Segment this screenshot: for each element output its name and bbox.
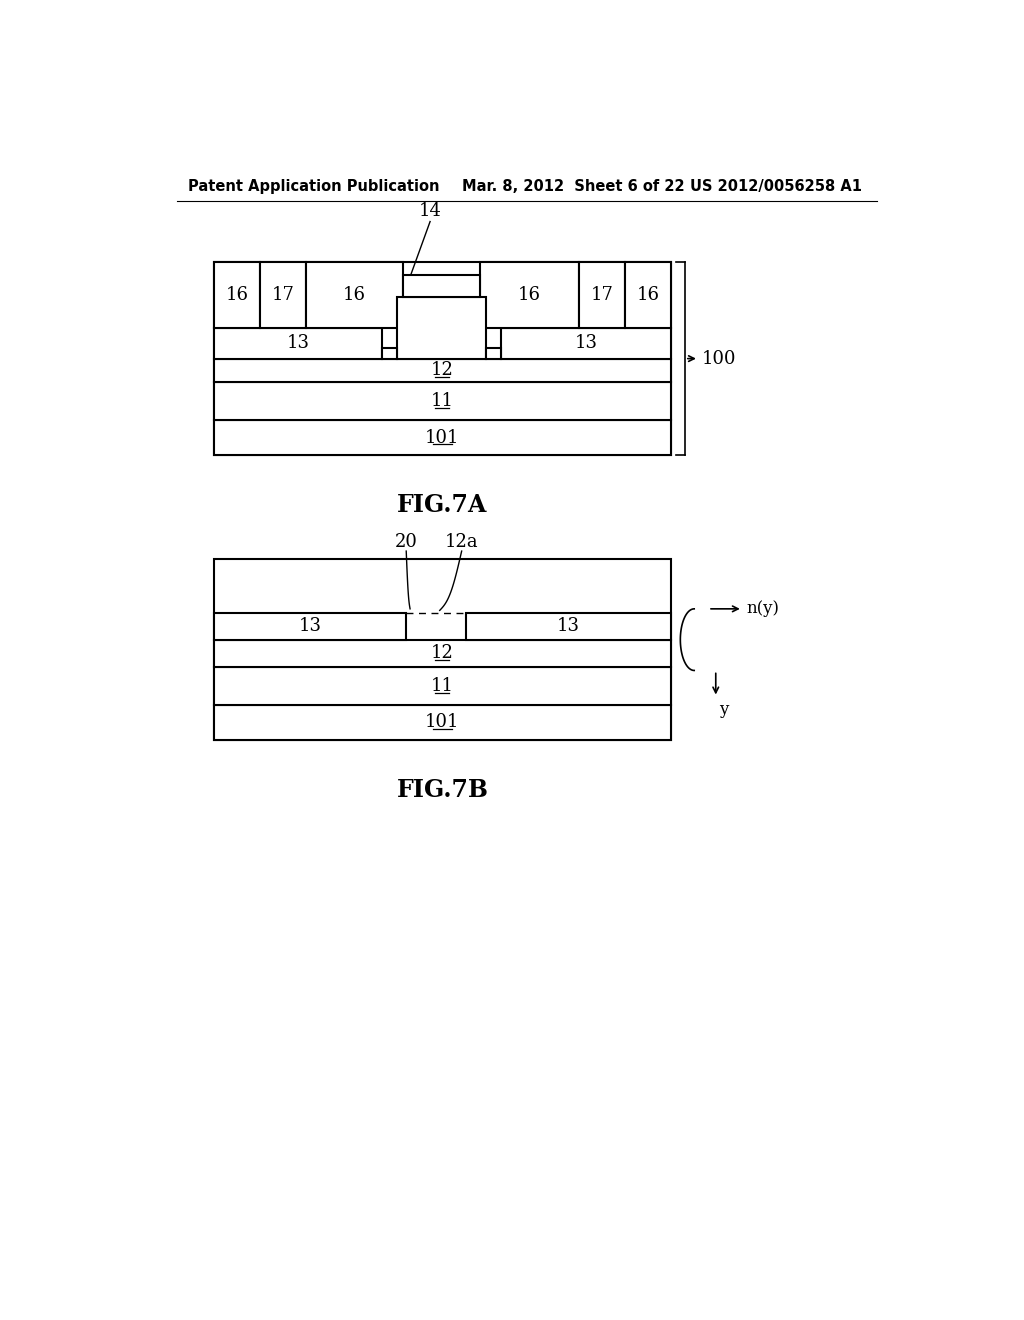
Text: 100: 100 [701, 350, 736, 367]
Bar [480, 263, 579, 327]
Text: 16: 16 [518, 286, 541, 304]
Bar [214, 263, 260, 327]
Text: 18: 18 [430, 277, 454, 296]
Text: FIG.7B: FIG.7B [396, 777, 488, 801]
Bar [625, 263, 671, 327]
Bar [382, 348, 397, 359]
Text: 20: 20 [395, 533, 418, 552]
Text: 12: 12 [431, 362, 454, 379]
Text: 12a: 12a [444, 533, 478, 552]
Text: 101: 101 [425, 429, 460, 446]
Text: Mar. 8, 2012  Sheet 6 of 22: Mar. 8, 2012 Sheet 6 of 22 [462, 180, 684, 194]
Text: 17: 17 [591, 286, 613, 304]
Bar [306, 263, 403, 327]
Text: 16: 16 [225, 286, 248, 304]
Bar [214, 558, 671, 739]
Text: 11: 11 [431, 392, 454, 411]
Text: 15: 15 [430, 319, 453, 337]
Bar [214, 420, 671, 455]
Text: US 2012/0056258 A1: US 2012/0056258 A1 [690, 180, 862, 194]
Text: 13: 13 [287, 334, 309, 352]
Bar [466, 612, 671, 640]
Bar [214, 263, 671, 455]
Text: 101: 101 [425, 713, 460, 731]
Bar [260, 263, 306, 327]
Bar [214, 705, 671, 739]
Text: 16: 16 [343, 286, 367, 304]
Text: 16: 16 [637, 286, 659, 304]
Bar [403, 276, 480, 297]
Text: 14: 14 [419, 202, 441, 220]
Bar [214, 612, 407, 640]
Text: 17: 17 [271, 286, 295, 304]
Bar [214, 359, 671, 381]
Text: y: y [719, 701, 728, 718]
Text: 12: 12 [431, 644, 454, 663]
Bar [579, 263, 625, 327]
Bar [486, 348, 502, 359]
Text: 13: 13 [557, 618, 580, 635]
Text: Patent Application Publication: Patent Application Publication [188, 180, 440, 194]
Bar [214, 667, 671, 705]
Text: 13: 13 [298, 618, 322, 635]
Text: FIG.7A: FIG.7A [397, 492, 487, 517]
Bar [214, 327, 382, 359]
Bar [502, 327, 671, 359]
Bar [214, 381, 671, 420]
Text: 13: 13 [574, 334, 598, 352]
Bar [397, 297, 486, 359]
Bar [214, 640, 671, 667]
Text: n(y): n(y) [746, 601, 779, 618]
Text: 11: 11 [431, 677, 454, 694]
